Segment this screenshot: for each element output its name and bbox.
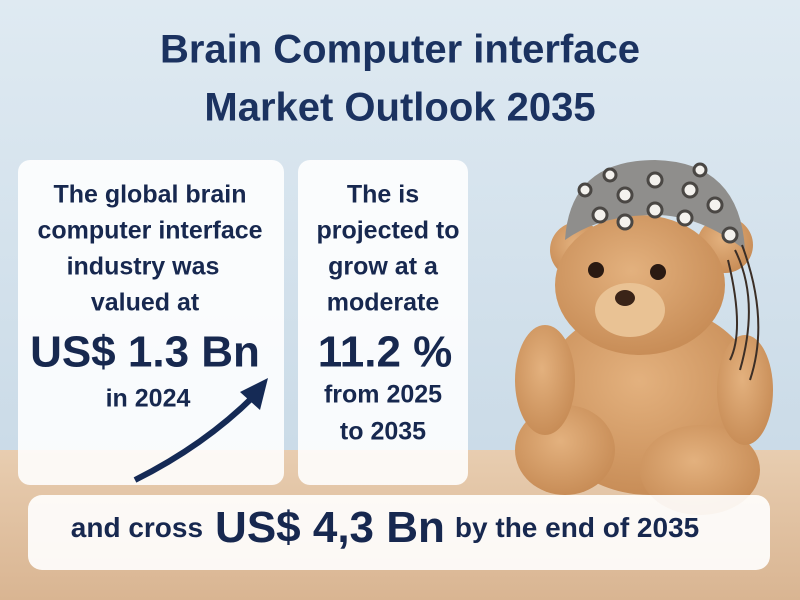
banner-suffix: by the end of 2035 — [455, 512, 699, 543]
title-line: Brain Computer interface — [160, 28, 640, 72]
card-line: valued at — [91, 289, 200, 317]
banner — [28, 495, 770, 570]
card-line: The is — [347, 181, 419, 209]
teddy-bear — [515, 160, 773, 515]
banner-text: and cross US$ 4,3 Bn by the end of 2035 — [71, 503, 699, 552]
card-right-text: The is projected to grow at a moderate 1… — [316, 181, 459, 446]
card-value: US$ 1.3 Bn — [30, 328, 260, 377]
card-note: from 2025 — [324, 381, 442, 409]
title-line: Market Outlook 2035 — [204, 86, 595, 130]
card-line: The global brain — [53, 181, 246, 209]
arrow — [133, 392, 258, 483]
arrow-head — [240, 378, 268, 410]
card-line: moderate — [327, 289, 440, 317]
card-line: grow at a — [328, 253, 439, 281]
card-note: in 2024 — [106, 385, 191, 413]
card — [298, 160, 468, 485]
banner-prefix: and cross — [71, 512, 203, 543]
banner-value: US$ 4,3 Bn — [215, 503, 445, 552]
card-note: to 2035 — [340, 418, 426, 446]
card-line: projected to — [316, 217, 459, 245]
card-left-text: The global brain computer interface indu… — [30, 181, 263, 413]
card-line: industry was — [67, 253, 220, 281]
card-line: computer interface — [37, 217, 262, 245]
card-value: 11.2 % — [318, 328, 453, 377]
card — [18, 160, 284, 485]
